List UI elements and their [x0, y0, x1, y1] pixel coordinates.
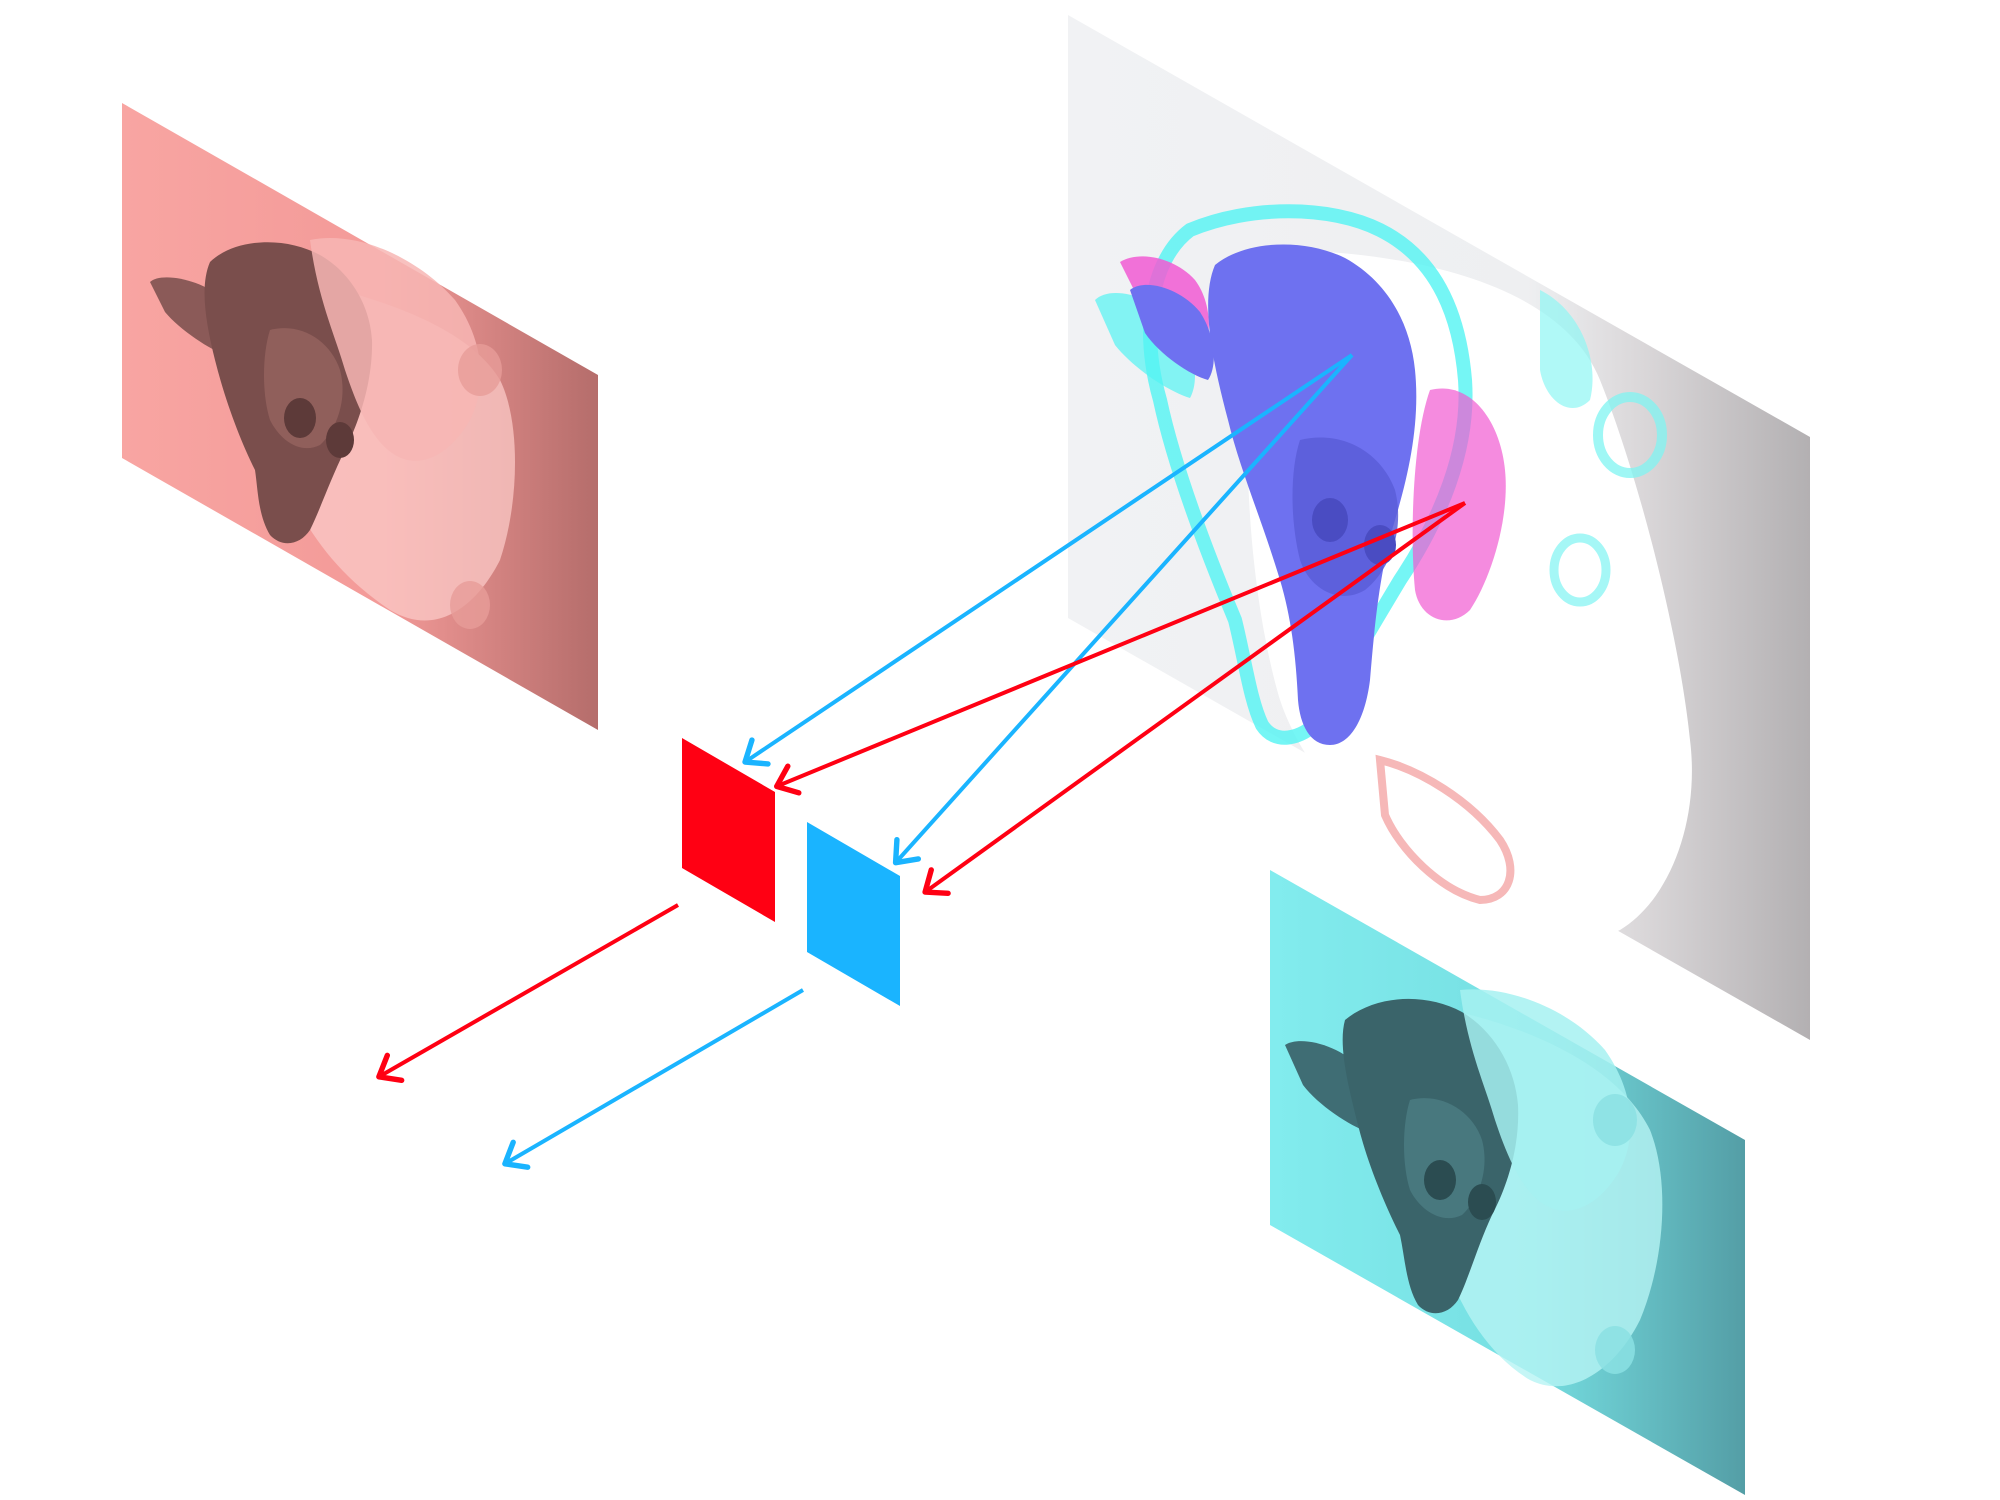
incoming-rays — [742, 353, 1467, 896]
anaglyph-panel — [1068, 15, 1810, 1040]
cyan-view-ghost-ear — [1593, 1094, 1637, 1146]
monkey-head-icon — [1285, 998, 1519, 1314]
red-ray-to-left-eye — [376, 903, 679, 1084]
cyan-ray-to-cyan-filter — [892, 353, 1354, 866]
monkey-head-icon — [1130, 244, 1417, 745]
outgoing-rays — [376, 903, 805, 1170]
monkey-head-cyan-eye — [1468, 1184, 1496, 1220]
cyan-ray-to-red-filter — [742, 353, 1354, 767]
cyan-view-ghost-relief — [1460, 989, 1631, 1211]
red-view-ghost-ear — [458, 344, 502, 396]
monkey-head-cyan-eye — [1424, 1160, 1456, 1200]
monkey-head-red-face-highlight — [264, 328, 343, 449]
monkey-head-cyan-face-highlight — [1404, 1098, 1485, 1219]
red-filter-icon — [682, 738, 775, 922]
anaglyph-glasses — [682, 738, 900, 1006]
monkey-head-red-eye — [284, 398, 316, 438]
anaglyph-cyan-ghost-horn — [1540, 290, 1593, 409]
anaglyph-blue-ear — [1130, 284, 1214, 380]
red-view-panel — [122, 103, 598, 730]
anaglyph-red-ghost — [1375, 754, 1515, 905]
anaglyph-cyan-ghost-ring — [1593, 392, 1667, 478]
red-ray-to-cyan-filter — [922, 501, 1467, 896]
anaglyph-cyan-ghost-ring — [1549, 533, 1611, 607]
cyan-view-ghost-ear — [1595, 1326, 1635, 1374]
cyan-ray-to-right-eye — [502, 988, 805, 1170]
red-view-ghost-relief — [310, 238, 481, 461]
anaglyph-blue-eye — [1364, 525, 1396, 565]
cyan-filter-icon — [807, 822, 900, 1006]
anaglyph-blue-eye — [1312, 498, 1348, 542]
red-view-ghost-ear — [450, 581, 490, 629]
red-ray-to-red-filter — [773, 501, 1466, 796]
monkey-head-red-eye — [326, 422, 354, 458]
cyan-view-panel — [1270, 870, 1745, 1495]
